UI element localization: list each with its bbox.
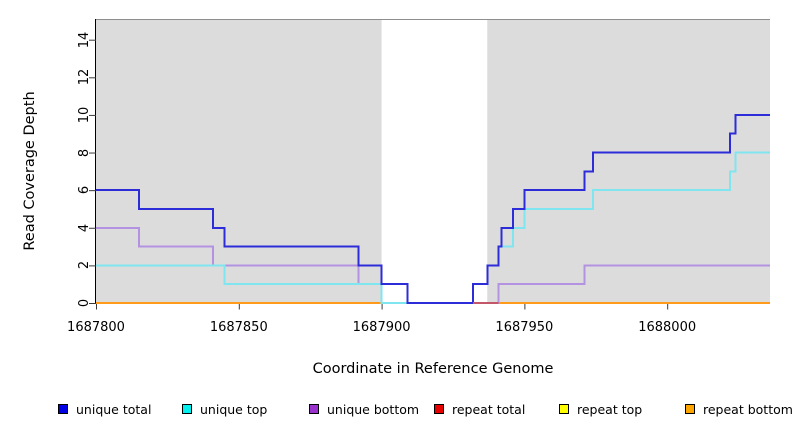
legend: unique total unique top unique bottom repea… bbox=[0, 398, 792, 420]
series-unique-top bbox=[96, 151, 770, 304]
x-tick-label: 1687850 bbox=[209, 320, 268, 335]
y-tick-label: 6 bbox=[77, 186, 92, 195]
no-data-band bbox=[381, 20, 488, 303]
y-tick-label: 2 bbox=[77, 261, 92, 270]
y-tick-label: 4 bbox=[77, 223, 92, 232]
legend-label: repeat bottom bbox=[703, 401, 792, 417]
legend-swatch bbox=[58, 404, 68, 414]
y-tick-label: 12 bbox=[77, 69, 92, 86]
x-tick-label: 1687900 bbox=[352, 320, 411, 335]
x-tick-label: 1687950 bbox=[495, 320, 554, 335]
legend-label: unique bottom bbox=[327, 401, 420, 417]
legend-swatch bbox=[434, 404, 444, 414]
legend-item-unique-bottom: unique bottom bbox=[309, 400, 419, 418]
series-unique-total bbox=[96, 113, 770, 304]
x-tick-label: 1688000 bbox=[638, 320, 697, 335]
y-tick-label: 8 bbox=[77, 148, 92, 157]
x-tick-label: 1687800 bbox=[67, 320, 125, 335]
y-tick-label: 14 bbox=[77, 31, 92, 48]
legend-label: unique top bbox=[200, 401, 268, 417]
legend-label: repeat total bbox=[452, 401, 526, 417]
legend-item-repeat-top: repeat top bbox=[559, 400, 642, 418]
legend-item-unique-total: unique total bbox=[58, 400, 151, 418]
legend-item-repeat-bottom: repeat bottom bbox=[685, 400, 792, 418]
legend-swatch bbox=[685, 404, 695, 414]
y-axis-label: Read Coverage Depth bbox=[22, 91, 38, 251]
x-axis-label: Coordinate in Reference Genome bbox=[312, 361, 554, 377]
legend-item-repeat-total: repeat total bbox=[434, 400, 525, 418]
legend-swatch bbox=[309, 404, 319, 414]
y-tick-label: 0 bbox=[77, 298, 92, 308]
y-tick-label: 10 bbox=[77, 106, 92, 124]
legend-swatch bbox=[182, 404, 192, 414]
legend-label: repeat top bbox=[577, 401, 643, 417]
legend-label: unique total bbox=[76, 401, 152, 417]
legend-item-unique-top: unique top bbox=[182, 400, 267, 418]
legend-swatch bbox=[559, 404, 569, 414]
